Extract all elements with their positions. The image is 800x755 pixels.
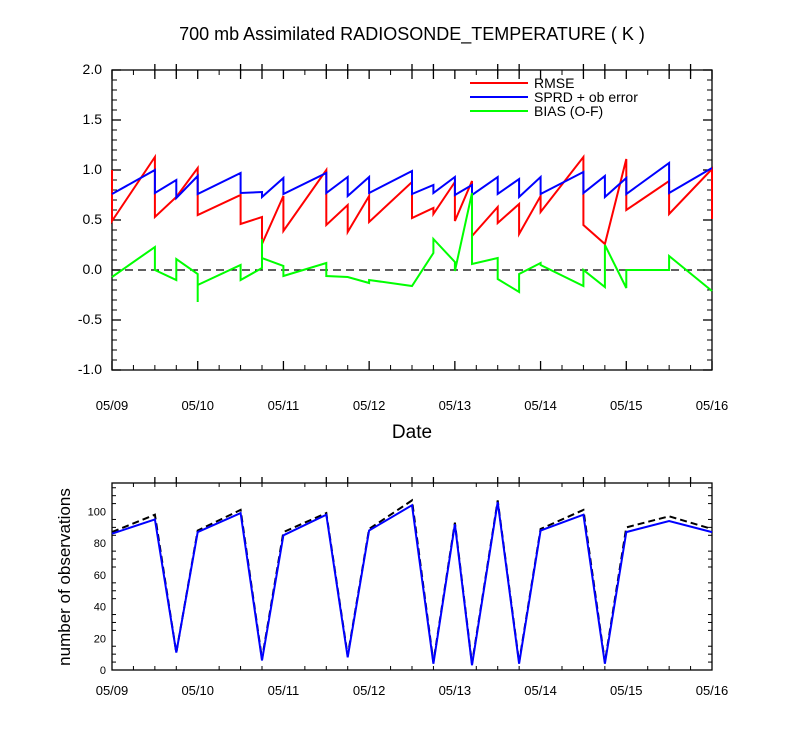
y-tick-label: 80 <box>94 538 106 550</box>
bottom-panel: number of observations 05/09 05/10 05/11 05… <box>55 477 728 698</box>
x-tick-label: 05/16 <box>696 398 729 413</box>
y-tick-label: 100 <box>88 507 106 519</box>
x-tick-label: 05/12 <box>353 683 386 698</box>
x-tick-label: 05/15 <box>610 398 643 413</box>
y-tick-label: 1.5 <box>83 111 103 127</box>
series-line-total-observations <box>111 498 713 664</box>
series-line-bias-o-f <box>111 192 713 302</box>
y-tick-label: -0.5 <box>78 311 102 327</box>
bottom-plot-area: 05/09 05/10 05/11 05/12 05/13 05/14 05/15 05/16… <box>88 477 729 698</box>
x-tick-label: 05/09 <box>96 683 129 698</box>
x-tick-label: 05/11 <box>268 398 300 413</box>
x-tick-label: 05/11 <box>268 683 300 698</box>
y-tick-label: 20 <box>94 633 106 645</box>
legend-label: SPRD + ob error <box>534 89 638 105</box>
y-tick-label: 1.0 <box>83 161 103 177</box>
y-tick-label: 0.5 <box>83 211 103 227</box>
y-tick-label: 60 <box>94 570 106 582</box>
series-line-assimilated-observations <box>111 501 713 666</box>
series-line-rmse <box>111 153 713 246</box>
x-tick-label: 05/09 <box>96 398 129 413</box>
y-axis-label: number of observations <box>55 488 74 666</box>
y-tick-label: 40 <box>94 602 106 614</box>
x-tick-label: 05/15 <box>610 683 643 698</box>
x-tick-label: 05/14 <box>524 398 557 413</box>
y-tick-label: 0.0 <box>83 261 103 277</box>
x-tick-label: 05/13 <box>439 683 472 698</box>
chart-title: 700 mb Assimilated RADIOSONDE_TEMPERATUR… <box>179 24 645 45</box>
y-tick-label: 2.0 <box>83 61 103 77</box>
x-tick-label: 05/14 <box>524 683 557 698</box>
top-plot-area: 05/09 05/10 05/11 05/12 05/13 05/14 05/15 05/16… <box>78 61 728 413</box>
x-tick-label: 05/16 <box>696 683 729 698</box>
x-tick-label: 05/10 <box>181 683 214 698</box>
y-tick-label: -1.0 <box>78 361 102 377</box>
x-tick-label: 05/10 <box>181 398 214 413</box>
legend-label: RMSE <box>534 75 574 91</box>
plot-frame <box>111 69 713 371</box>
legend-label: BIAS (O-F) <box>534 103 603 119</box>
x-tick-label: 05/12 <box>353 398 386 413</box>
y-tick-label: 0 <box>100 665 106 677</box>
x-tick-label: 05/13 <box>439 398 472 413</box>
top-panel: 700 mb Assimilated RADIOSONDE_TEMPERATUR… <box>78 24 728 443</box>
x-axis-label: Date <box>392 422 432 443</box>
series-line-sprd-ob-error <box>111 161 713 201</box>
